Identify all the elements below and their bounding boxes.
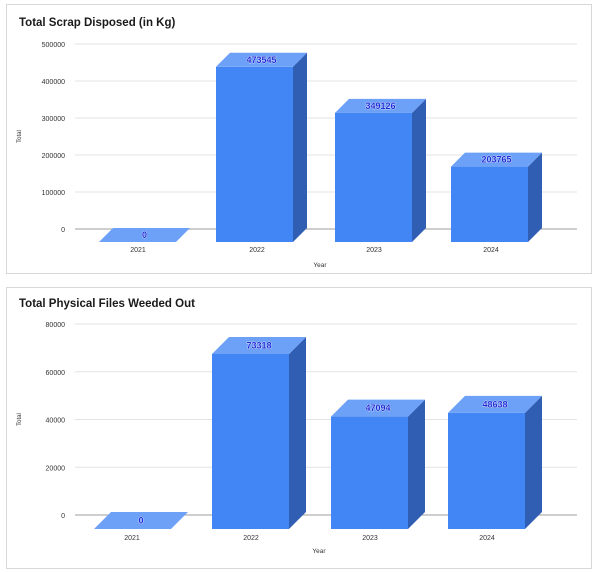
y-tick-label: 300000 bbox=[42, 116, 65, 123]
chart-panel-files: Total Physical Files Weeded Out 80000 600… bbox=[6, 287, 592, 569]
y-axis-title: Total bbox=[17, 413, 23, 426]
x-tick-label: 2022 bbox=[249, 247, 265, 254]
x-tick-label: 2023 bbox=[366, 247, 382, 254]
data-label: 48638 bbox=[482, 399, 507, 409]
y-tick-label: 0 bbox=[61, 513, 65, 520]
bar bbox=[94, 512, 188, 529]
files-bar-chart: 80000 60000 40000 20000 0 Total 0 2021 73318 2022… bbox=[17, 322, 577, 555]
bar-side bbox=[525, 395, 542, 529]
bar bbox=[335, 112, 412, 242]
bar-side bbox=[528, 152, 542, 242]
x-tick-label: 2021 bbox=[124, 535, 140, 542]
bar-top bbox=[335, 98, 426, 113]
bar-side bbox=[293, 52, 307, 243]
y-tick-label: 20000 bbox=[46, 465, 66, 472]
bar-side bbox=[289, 336, 306, 529]
x-tick-label: 2024 bbox=[483, 247, 499, 254]
scrap-bar-chart: 500000 400000 300000 200000 100000 0 Total 0 202… bbox=[17, 42, 577, 269]
bar-top bbox=[216, 52, 307, 67]
data-label: 473545 bbox=[246, 55, 276, 65]
y-tick-label: 500000 bbox=[42, 42, 65, 49]
bar-top bbox=[448, 395, 542, 413]
data-label: 0 bbox=[142, 230, 147, 240]
x-axis-title: Year bbox=[313, 262, 327, 269]
bar bbox=[448, 412, 525, 529]
data-label: 203765 bbox=[481, 155, 511, 165]
data-label: 349126 bbox=[365, 101, 395, 111]
x-tick-label: 2021 bbox=[130, 247, 146, 254]
x-axis-title: Year bbox=[312, 548, 326, 555]
data-label: 47094 bbox=[365, 403, 390, 413]
data-label: 73318 bbox=[246, 340, 271, 350]
y-axis-title: Total bbox=[17, 130, 23, 143]
y-tick-label: 400000 bbox=[42, 79, 65, 86]
y-tick-label: 200000 bbox=[42, 153, 65, 160]
chart-title: Total Physical Files Weeded Out bbox=[19, 298, 195, 310]
chart-title: Total Scrap Disposed (in Kg) bbox=[19, 17, 176, 29]
y-tick-label: 60000 bbox=[46, 370, 66, 377]
bar-side bbox=[408, 399, 425, 529]
bar-top bbox=[451, 152, 542, 167]
bar-side bbox=[412, 98, 426, 242]
y-tick-label: 100000 bbox=[42, 190, 65, 197]
bar bbox=[212, 353, 289, 529]
x-tick-label: 2022 bbox=[243, 535, 259, 542]
y-tick-label: 80000 bbox=[46, 322, 66, 329]
y-tick-label: 0 bbox=[61, 227, 65, 234]
bar bbox=[451, 166, 528, 242]
chart-panel-scrap: Total Scrap Disposed (in Kg) 500000 40000… bbox=[6, 4, 592, 274]
x-tick-label: 2023 bbox=[362, 535, 378, 542]
bar bbox=[331, 416, 408, 529]
x-tick-label: 2024 bbox=[479, 535, 495, 542]
bar-top bbox=[331, 399, 425, 417]
data-label: 0 bbox=[138, 516, 143, 526]
y-tick-label: 40000 bbox=[46, 418, 66, 425]
bar-top bbox=[212, 336, 306, 354]
bar bbox=[99, 228, 190, 242]
bar bbox=[216, 66, 293, 242]
